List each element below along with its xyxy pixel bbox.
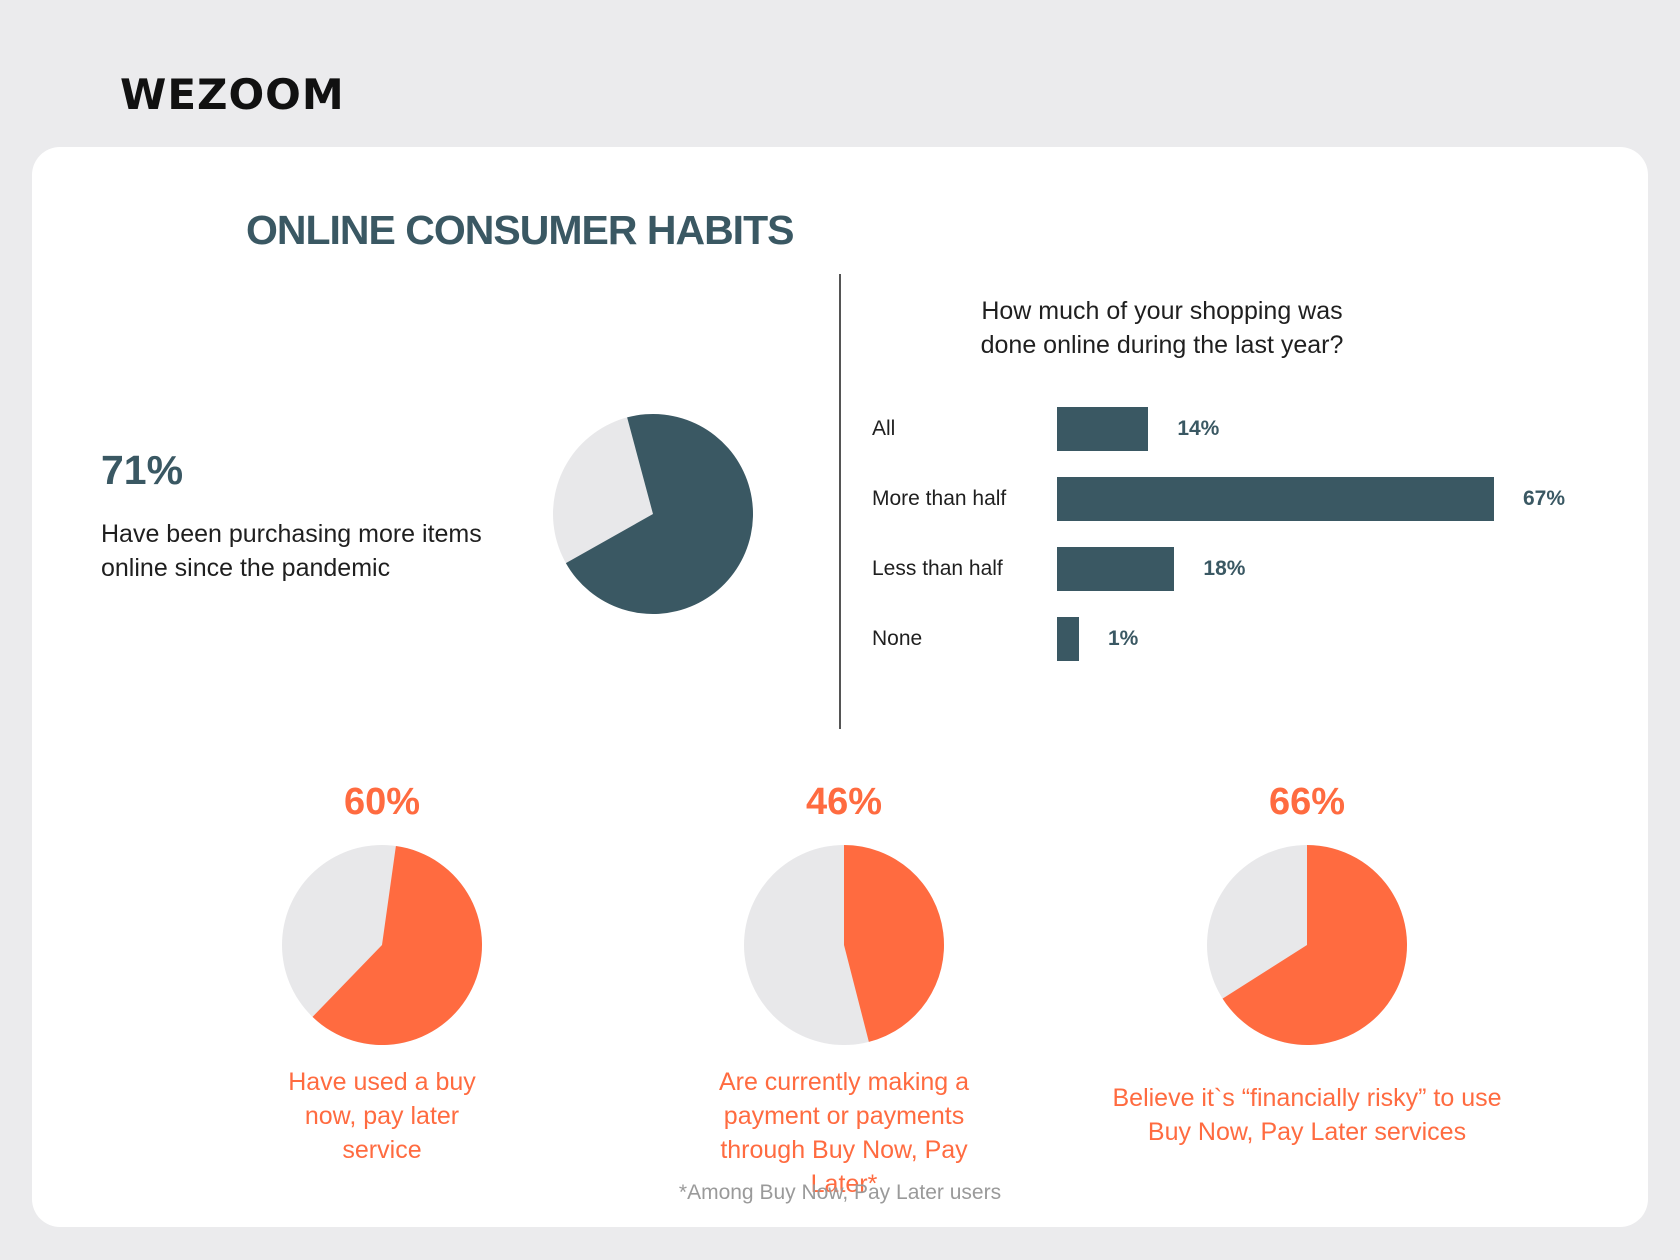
pie-slice-value — [312, 845, 482, 1045]
bar-label: Less than half — [872, 557, 1003, 580]
pie-slice-value — [565, 414, 753, 614]
bnpl-stat-used: 60% Have used a buy now, pay later servi… — [162, 777, 602, 1167]
brand-logo: WEZOOM — [120, 70, 345, 119]
page-title: ONLINE CONSUMER HABITS — [246, 207, 794, 253]
bnpl-used-pie — [282, 845, 482, 1045]
footnote: *Among Buy Now, Pay Later users — [678, 1181, 1002, 1204]
bar — [1057, 407, 1149, 451]
bnpl-percent: 60% — [343, 781, 421, 823]
bar-label: All — [872, 417, 896, 440]
infographic-card: ONLINE CONSUMER HABITS 71% Have been pur… — [32, 147, 1648, 1227]
bar-label: More than half — [872, 487, 1007, 510]
bnpl-percent: 46% — [805, 781, 883, 823]
section-divider — [839, 274, 841, 729]
bar-value-label: 1% — [1108, 627, 1139, 650]
bnpl-stat-risky: 66% Believe it`s “financially risky” to … — [1087, 777, 1527, 1149]
bar-label: None — [872, 627, 923, 650]
bnpl-risky-pie — [1207, 845, 1407, 1045]
bnpl-description: Believe it`s “financially risky” to use … — [1112, 1084, 1502, 1146]
bar-value-label: 67% — [1523, 487, 1566, 510]
bar — [1057, 477, 1494, 521]
bnpl-stat-paying: 46% Are currently making a payment or pa… — [624, 777, 1064, 1201]
bnpl-paying-pie — [744, 845, 944, 1045]
bar-value-label: 18% — [1203, 557, 1246, 580]
highlight-description: Have been purchasing more items online s… — [101, 520, 482, 582]
bar — [1057, 617, 1079, 661]
bnpl-percent: 66% — [1268, 781, 1346, 823]
bnpl-description: Are currently making a payment or paymen… — [718, 1068, 970, 1198]
bar-chart-question: How much of your shopping was done onlin… — [980, 297, 1344, 359]
pie-slice-value — [1222, 845, 1407, 1045]
pie-slice-value — [844, 845, 944, 1042]
pandemic-purchases-pie — [553, 414, 753, 614]
bnpl-description: Have used a buy now, pay later service — [288, 1068, 476, 1164]
highlight-percent: 71% — [101, 447, 184, 493]
bar-value-label: 14% — [1177, 417, 1220, 440]
bar — [1057, 547, 1175, 591]
